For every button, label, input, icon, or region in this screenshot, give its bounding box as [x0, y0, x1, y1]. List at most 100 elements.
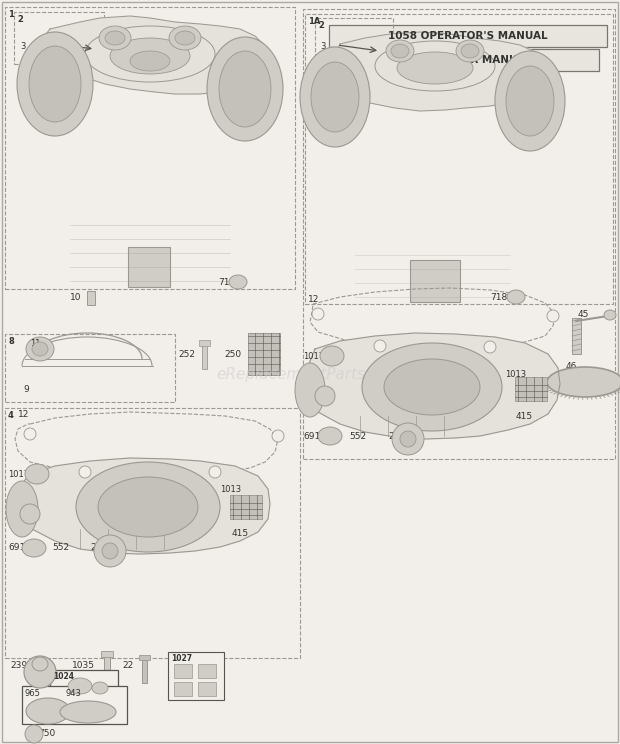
Ellipse shape [25, 725, 43, 743]
Polygon shape [328, 32, 548, 111]
Ellipse shape [318, 427, 342, 445]
Bar [14, 12, 104, 64]
Text: 45: 45 [578, 310, 590, 318]
Ellipse shape [6, 481, 38, 537]
Bar [202, 343, 207, 369]
Ellipse shape [507, 290, 525, 304]
Text: 2: 2 [318, 21, 324, 30]
Text: 20: 20 [388, 432, 399, 440]
Ellipse shape [76, 462, 220, 552]
Ellipse shape [175, 31, 195, 45]
Text: 1013: 1013 [220, 484, 241, 493]
Text: 1: 1 [8, 10, 14, 19]
Text: 250: 250 [224, 350, 241, 359]
Bar [315, 18, 393, 62]
Text: 15: 15 [303, 391, 314, 400]
Text: 1035: 1035 [72, 661, 95, 670]
Text: 9: 9 [23, 385, 29, 394]
Ellipse shape [495, 51, 565, 151]
Ellipse shape [17, 32, 93, 136]
Ellipse shape [130, 51, 170, 71]
Text: 2: 2 [17, 15, 23, 24]
Text: 691: 691 [303, 432, 321, 440]
Bar [22, 686, 127, 724]
Bar [198, 664, 216, 678]
Ellipse shape [98, 477, 198, 537]
Bar [572, 318, 581, 354]
Text: 1330 REPAIR MANUAL: 1330 REPAIR MANUAL [404, 55, 532, 65]
Text: 691: 691 [8, 544, 25, 553]
FancyBboxPatch shape [337, 49, 599, 71]
Ellipse shape [315, 386, 335, 406]
Text: 1058 OPERATOR'S MANUAL: 1058 OPERATOR'S MANUAL [388, 31, 548, 41]
Text: 239: 239 [10, 661, 27, 670]
Bar [101, 651, 113, 657]
Ellipse shape [392, 423, 424, 455]
Text: 1A: 1A [308, 17, 321, 26]
Ellipse shape [24, 428, 36, 440]
Bar [168, 652, 224, 700]
Bar [139, 655, 150, 660]
Bar [248, 333, 280, 375]
Ellipse shape [22, 539, 46, 557]
Bar [128, 247, 170, 287]
Text: 12: 12 [308, 295, 319, 304]
Text: 415: 415 [232, 530, 249, 539]
Ellipse shape [400, 431, 416, 447]
Text: 1017: 1017 [303, 351, 324, 361]
Text: 965: 965 [24, 688, 40, 698]
Bar [87, 291, 95, 305]
Ellipse shape [60, 701, 116, 723]
Bar [515, 377, 547, 401]
Ellipse shape [295, 363, 325, 417]
Bar [5, 334, 175, 402]
Ellipse shape [362, 343, 502, 431]
Ellipse shape [311, 62, 359, 132]
Ellipse shape [320, 346, 344, 366]
Ellipse shape [219, 51, 271, 127]
Ellipse shape [456, 40, 484, 62]
Ellipse shape [110, 38, 190, 74]
Ellipse shape [32, 657, 48, 671]
Ellipse shape [272, 430, 284, 442]
Text: 4: 4 [8, 411, 14, 420]
Ellipse shape [386, 40, 414, 62]
Text: 1017: 1017 [8, 469, 29, 478]
Ellipse shape [32, 342, 48, 356]
Text: 15: 15 [8, 510, 19, 519]
Ellipse shape [102, 543, 118, 559]
Bar [5, 408, 300, 658]
FancyBboxPatch shape [329, 25, 607, 47]
Polygon shape [15, 458, 270, 554]
Text: 750: 750 [38, 730, 55, 739]
Ellipse shape [26, 698, 70, 724]
Bar [230, 495, 262, 519]
Text: 552: 552 [52, 544, 69, 553]
Ellipse shape [547, 310, 559, 322]
Ellipse shape [461, 44, 479, 58]
Bar [174, 664, 192, 678]
Ellipse shape [85, 26, 215, 82]
Bar [104, 654, 110, 682]
Bar [142, 657, 147, 683]
Ellipse shape [300, 47, 370, 147]
Ellipse shape [24, 656, 56, 688]
Ellipse shape [375, 41, 495, 91]
Ellipse shape [207, 37, 283, 141]
Text: 8: 8 [8, 337, 14, 346]
Ellipse shape [29, 46, 81, 122]
Ellipse shape [209, 466, 221, 478]
Ellipse shape [79, 466, 91, 478]
Ellipse shape [26, 337, 54, 361]
Text: 22: 22 [122, 661, 133, 670]
Bar [50, 670, 118, 692]
Text: 3: 3 [20, 42, 25, 51]
Ellipse shape [391, 44, 409, 58]
Ellipse shape [99, 26, 131, 50]
Ellipse shape [94, 535, 126, 567]
Bar [199, 340, 210, 346]
Ellipse shape [229, 275, 247, 289]
Bar [410, 260, 460, 302]
Ellipse shape [68, 678, 92, 694]
Ellipse shape [92, 682, 108, 694]
